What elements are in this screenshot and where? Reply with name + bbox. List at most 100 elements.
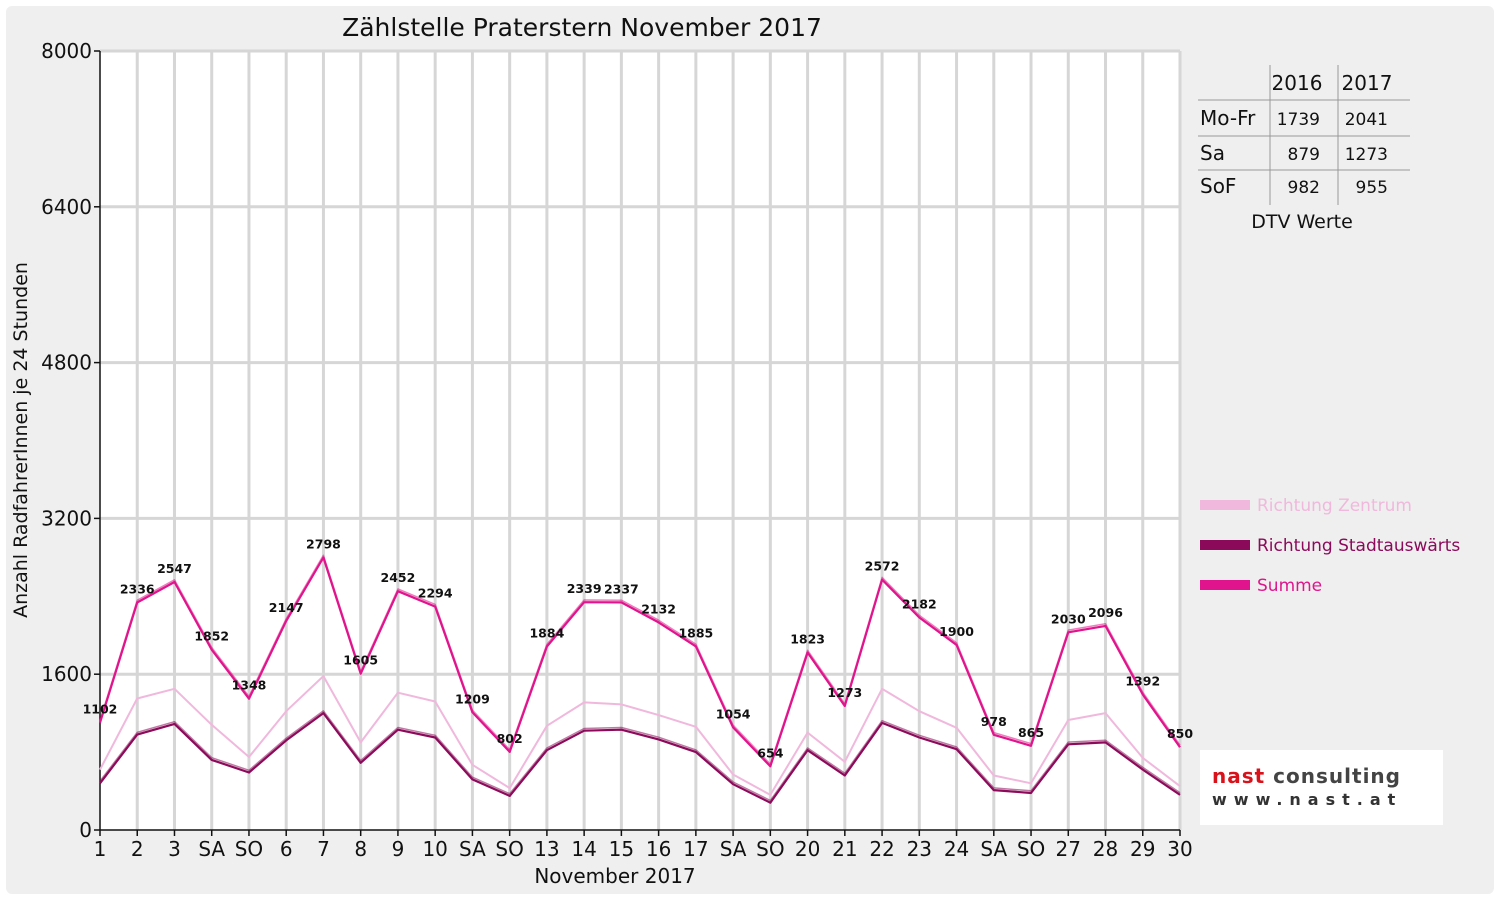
data-label: 2182	[902, 597, 937, 612]
data-label: 802	[497, 731, 523, 746]
data-label: 2798	[306, 537, 341, 552]
dtv-cell: 1273	[1345, 145, 1388, 165]
series-line-2	[98, 556, 1181, 768]
x-tick-label: 29	[1130, 837, 1155, 861]
x-tick-label: SO	[235, 837, 263, 861]
plot-area	[100, 51, 1180, 830]
data-label: 2030	[1051, 611, 1086, 626]
dtv-table: 2016 2017 Mo-Fr 1739 2041 Sa 879 1273 So…	[1198, 65, 1410, 233]
dtv-cell: 1739	[1277, 110, 1320, 130]
legend-swatch-summe	[1200, 580, 1250, 590]
x-axis-label: November 2017	[534, 864, 695, 888]
data-label: 1884	[529, 626, 564, 641]
x-tick-label: 22	[869, 837, 894, 861]
data-label: 1392	[1125, 673, 1160, 688]
data-label: 1823	[790, 631, 825, 646]
data-label: 1348	[232, 678, 267, 693]
x-tick-label: 8	[354, 837, 367, 861]
x-tick-label: 14	[571, 837, 596, 861]
data-label: 1852	[194, 629, 229, 644]
data-label: 2147	[269, 600, 304, 615]
x-tick-label: SA	[720, 837, 747, 861]
series-line-shadow-2	[99, 554, 1181, 765]
x-tick-label: 9	[392, 837, 405, 861]
logo-url: www.nast.at	[1212, 790, 1403, 809]
logo-brand-red: nast	[1212, 764, 1266, 788]
data-label: 1885	[678, 625, 713, 640]
dtv-caption: DTV Werte	[1251, 211, 1353, 233]
data-label: 850	[1167, 726, 1193, 741]
data-label: 2132	[641, 601, 676, 616]
data-label: 978	[981, 714, 1007, 729]
x-tick-label: 3	[168, 837, 181, 861]
legend-label-summe: Summe	[1257, 576, 1322, 596]
x-tick-label: 13	[534, 837, 559, 861]
nast-consulting-logo: nast consulting www.nast.at	[1200, 750, 1443, 825]
data-label: 1273	[827, 685, 862, 700]
y-tick-label: 6400	[41, 195, 92, 219]
x-tick-label: 16	[646, 837, 671, 861]
data-label: 1054	[716, 706, 751, 721]
legend: Richtung Zentrum Richtung Stadtauswärts …	[1200, 496, 1460, 596]
x-tick-label: SA	[198, 837, 225, 861]
x-tick-label: 6	[280, 837, 293, 861]
data-label: 2339	[567, 581, 602, 596]
data-label: 1209	[455, 691, 490, 706]
dtv-cell: 2041	[1345, 110, 1388, 130]
y-tick-label: 0	[79, 818, 92, 842]
dtv-header-2017: 2017	[1342, 71, 1393, 95]
dtv-row-label: Mo-Fr	[1200, 106, 1256, 130]
series-line-shadow-1	[99, 710, 1181, 802]
x-tick-label: 27	[1056, 837, 1081, 861]
x-tick-label: 7	[317, 837, 330, 861]
data-label: 2336	[120, 582, 155, 597]
chart-title: Zählstelle Praterstern November 2017	[342, 13, 822, 42]
data-label: 654	[757, 745, 783, 760]
x-tick-label: 21	[832, 837, 857, 861]
data-label: 1102	[83, 702, 118, 717]
logo-wordmark: nast consulting	[1212, 764, 1401, 788]
data-label: 2294	[418, 586, 453, 601]
x-tick-label: SO	[756, 837, 784, 861]
legend-label-zentrum: Richtung Zentrum	[1257, 496, 1412, 516]
series-line-1	[99, 711, 1181, 804]
y-tick-label: 3200	[41, 506, 92, 530]
y-tick-label: 4800	[41, 351, 92, 375]
data-label: 1900	[939, 624, 974, 639]
dtv-row-label: SoF	[1200, 174, 1236, 198]
data-label: 2337	[604, 581, 639, 596]
dtv-cell: 879	[1288, 145, 1320, 165]
data-label: 2572	[865, 559, 900, 574]
x-tick-label: 20	[795, 837, 820, 861]
dtv-cell: 955	[1356, 178, 1388, 198]
legend-swatch-stadtauswaerts	[1200, 540, 1250, 550]
data-label: 2096	[1088, 605, 1123, 620]
x-tick-label: 17	[683, 837, 708, 861]
x-tick-label: 28	[1093, 837, 1118, 861]
x-tick-label: 23	[907, 837, 932, 861]
logo-brand-gray: consulting	[1273, 764, 1401, 788]
x-tick-label: 15	[609, 837, 634, 861]
x-tick-label: 2	[131, 837, 144, 861]
legend-label-stadtauswaerts: Richtung Stadtauswärts	[1257, 536, 1460, 556]
x-tick-label: SO	[495, 837, 523, 861]
x-tick-label: 24	[944, 837, 969, 861]
dtv-row-label: Sa	[1200, 141, 1225, 165]
data-label: 865	[1018, 725, 1044, 740]
x-tick-label: 1	[94, 837, 107, 861]
dtv-header-2016: 2016	[1272, 71, 1323, 95]
data-label: 1605	[343, 653, 378, 668]
series-line-0	[99, 675, 1181, 796]
dtv-cell: 982	[1288, 178, 1320, 198]
x-tick-label: SA	[459, 837, 486, 861]
y-axis-label: Anzahl RadfahrerInnen je 24 Stunden	[10, 262, 32, 618]
legend-swatch-zentrum	[1200, 500, 1250, 510]
x-tick-label: 10	[422, 837, 447, 861]
data-label: 2547	[157, 561, 192, 576]
x-tick-label: SO	[1017, 837, 1045, 861]
y-tick-label: 1600	[41, 662, 92, 686]
data-label: 2452	[381, 570, 416, 585]
x-tick-label: SA	[980, 837, 1007, 861]
x-tick-label: 30	[1167, 837, 1192, 861]
